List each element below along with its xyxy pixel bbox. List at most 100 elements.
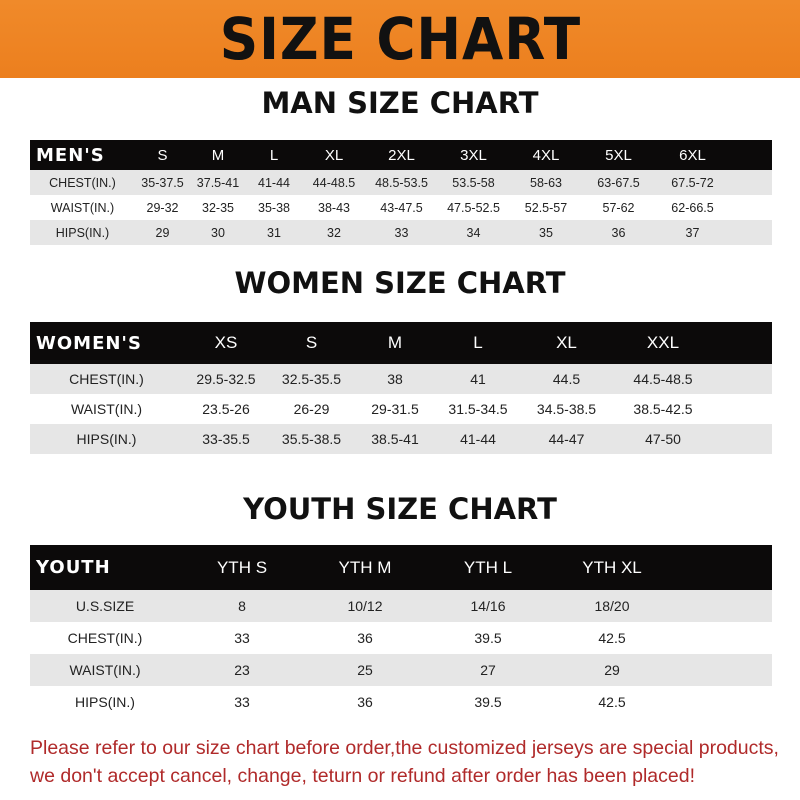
table-row: U.S.SIZE 8 10/12 14/16 18/20 bbox=[30, 590, 772, 622]
table-cell: 29 bbox=[604, 662, 620, 678]
table-cell: 58-63 bbox=[530, 175, 562, 190]
table-cell: 41-44 bbox=[258, 175, 290, 190]
table-cell: XL bbox=[324, 146, 344, 164]
table-cell: 52.5-57 bbox=[524, 200, 568, 215]
table-cell: 32.5-35.5 bbox=[281, 371, 342, 387]
banner: SIZE CHART bbox=[0, 0, 800, 78]
row-label: MEN'S bbox=[36, 144, 105, 166]
table-cell: 36 bbox=[357, 694, 373, 710]
table-cell: 34 bbox=[466, 225, 481, 240]
row-label: U.S.SIZE bbox=[75, 598, 135, 614]
table-cell: 35-38 bbox=[258, 200, 290, 215]
table-cell: 53.5-58 bbox=[452, 175, 495, 190]
table-header-row: YOUTH YTH S YTH M YTH L YTH XL bbox=[30, 545, 772, 590]
table-header-row: MEN'S S M L XL 2XL 3XL 4XL 5XL 6XL bbox=[30, 140, 772, 170]
table-cell: 32 bbox=[327, 225, 341, 240]
table-cell: 27 bbox=[480, 662, 496, 678]
table-cell: 39.5 bbox=[474, 694, 502, 710]
table-row: CHEST(IN.) 33 36 39.5 42.5 bbox=[30, 622, 772, 654]
table-cell: 48.5-53.5 bbox=[375, 175, 428, 190]
table-cell: 26-29 bbox=[293, 401, 330, 417]
table-cell: L bbox=[473, 333, 483, 352]
table-header-row: WOMEN'S XS S M L XL XXL bbox=[30, 322, 772, 364]
table-cell: 39.5 bbox=[474, 630, 502, 646]
table-cell: 38-43 bbox=[318, 200, 350, 215]
table-cell: 33 bbox=[234, 630, 250, 646]
table-row: HIPS(IN.) 33-35.5 35.5-38.5 38.5-41 41-44 44-… bbox=[30, 424, 772, 454]
table-cell: 47.5-52.5 bbox=[447, 200, 500, 215]
table-cell: 62-66.5 bbox=[671, 200, 714, 215]
table-cell: 29-32 bbox=[146, 200, 179, 215]
table-cell: 41 bbox=[470, 371, 486, 387]
table-row: CHEST(IN.) 29.5-32.5 32.5-35.5 38 41 44.5 44.5… bbox=[30, 364, 772, 394]
row-label: CHEST(IN.) bbox=[49, 175, 116, 190]
row-label: HIPS(IN.) bbox=[75, 694, 135, 710]
table-cell: 18/20 bbox=[594, 598, 630, 614]
table-cell: 23.5-26 bbox=[202, 401, 250, 417]
table-cell: 33-35.5 bbox=[202, 431, 250, 447]
table-cell: 6XL bbox=[679, 146, 706, 164]
table-cell: 42.5 bbox=[598, 694, 626, 710]
row-label: WAIST(IN.) bbox=[50, 200, 115, 215]
youth-title: YOUTH SIZE CHART bbox=[243, 492, 557, 526]
table-row: WAIST(IN.) 29-32 32-35 35-38 38-43 43-47.5 47.… bbox=[30, 195, 772, 220]
table-cell: 33 bbox=[234, 694, 250, 710]
note-line: we don't accept cancel, change, teturn o… bbox=[30, 765, 695, 787]
row-label: WAIST(IN.) bbox=[70, 401, 143, 417]
row-label: CHEST(IN.) bbox=[67, 630, 143, 646]
men-title: MAN SIZE CHART bbox=[261, 86, 539, 120]
table-cell: M bbox=[387, 333, 403, 352]
table-cell: YTH XL bbox=[582, 557, 642, 577]
table-cell: XS bbox=[214, 333, 238, 352]
row-label: HIPS(IN.) bbox=[76, 431, 137, 447]
table-cell: 44.5 bbox=[552, 371, 581, 387]
table-cell: 35-37.5 bbox=[141, 175, 184, 190]
table-cell: S bbox=[305, 333, 318, 352]
note-line: Please refer to our size chart before or… bbox=[30, 737, 779, 759]
table-cell: 38.5-42.5 bbox=[633, 401, 693, 417]
table-cell: YTH M bbox=[338, 557, 392, 577]
table-row: CHEST(IN.) 35-37.5 37.5-41 41-44 44-48.5 48.5… bbox=[30, 170, 772, 195]
women-title: WOMEN SIZE CHART bbox=[234, 266, 566, 300]
table-cell: 41-44 bbox=[460, 431, 496, 447]
table-cell: M bbox=[211, 146, 225, 164]
table-cell: 29-31.5 bbox=[371, 401, 419, 417]
table-cell: 43-47.5 bbox=[380, 200, 423, 215]
table-row: WAIST(IN.) 23.5-26 26-29 29-31.5 31.5-34.5 34… bbox=[30, 394, 772, 424]
table-cell: XXL bbox=[646, 333, 680, 352]
table-cell: YTH L bbox=[463, 557, 513, 577]
row-label: YOUTH bbox=[36, 557, 111, 578]
banner-title: SIZE CHART bbox=[219, 5, 581, 73]
table-cell: 37.5-41 bbox=[196, 175, 240, 190]
table-cell: 8 bbox=[238, 598, 246, 614]
table-cell: 36 bbox=[611, 225, 626, 240]
row-label: WAIST(IN.) bbox=[69, 662, 141, 678]
row-label: HIPS(IN.) bbox=[55, 225, 110, 240]
table-cell: 25 bbox=[357, 662, 373, 678]
table-cell: 38.5-41 bbox=[371, 431, 419, 447]
table-cell: 36 bbox=[357, 630, 373, 646]
table-row: WAIST(IN.) 23 25 27 29 bbox=[30, 654, 772, 686]
table-cell: 42.5 bbox=[598, 630, 626, 646]
table-row: HIPS(IN.) 29 30 31 32 33 34 35 36 37 bbox=[30, 220, 772, 245]
table-cell: 35.5-38.5 bbox=[281, 431, 342, 447]
table-cell: 57-62 bbox=[602, 200, 635, 215]
table-cell: 34.5-38.5 bbox=[536, 401, 597, 417]
table-cell: XL bbox=[556, 333, 577, 352]
table-cell: 44-47 bbox=[548, 431, 585, 447]
table-row: HIPS(IN.) 33 36 39.5 42.5 bbox=[30, 686, 772, 718]
youth-size-table: YOUTH YTH S YTH M YTH L YTH XL U.S.SIZE 8 10/12… bbox=[30, 545, 772, 718]
table-cell: 47-50 bbox=[645, 431, 681, 447]
table-cell: 23 bbox=[234, 662, 250, 678]
table-cell: 31 bbox=[267, 225, 281, 240]
table-cell: 33 bbox=[394, 225, 409, 240]
table-cell: 30 bbox=[211, 225, 225, 240]
table-cell: 3XL bbox=[460, 146, 487, 164]
table-cell: L bbox=[269, 146, 279, 164]
table-cell: YTH S bbox=[216, 557, 268, 577]
table-cell: 44-48.5 bbox=[312, 175, 356, 190]
disclaimer-note: Please refer to our size chart before or… bbox=[30, 734, 790, 790]
table-cell: S bbox=[157, 146, 168, 164]
table-cell: 29.5-32.5 bbox=[196, 371, 256, 387]
table-cell: 4XL bbox=[532, 146, 560, 164]
